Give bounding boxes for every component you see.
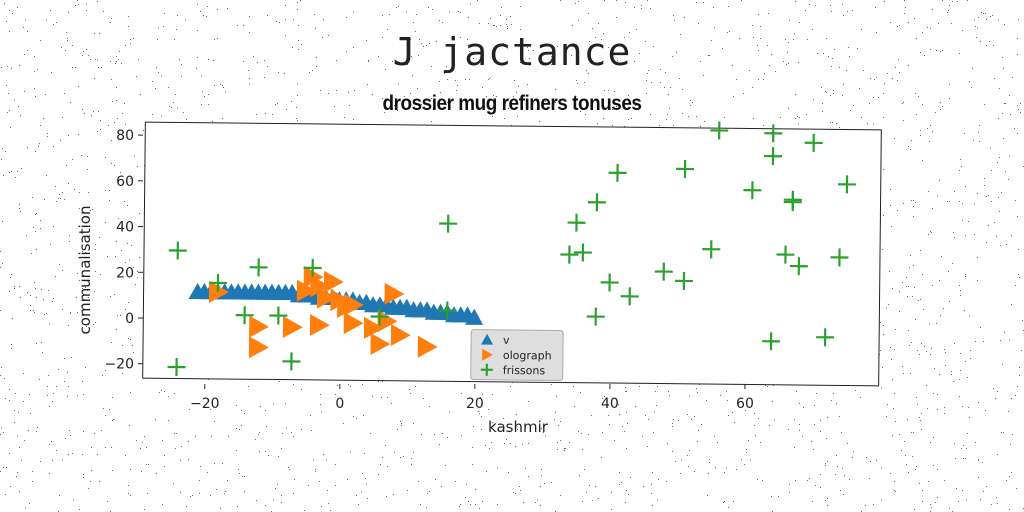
data-point <box>830 248 849 267</box>
data-point <box>710 121 729 140</box>
data-point <box>586 307 605 326</box>
series-olograph <box>208 265 438 359</box>
data-point <box>804 133 823 152</box>
data-point <box>167 358 186 377</box>
data-point <box>323 270 344 293</box>
data-point <box>310 275 331 298</box>
y-tick-label: −20 <box>104 357 134 373</box>
plot-frame <box>142 121 882 387</box>
data-point <box>269 306 288 325</box>
data-point <box>654 262 673 281</box>
y-tick-label: 20 <box>116 265 134 281</box>
data-point <box>789 257 808 276</box>
data-point <box>608 163 627 182</box>
data-point <box>208 280 229 303</box>
data-point <box>248 336 269 359</box>
legend-label: olograph <box>503 349 552 363</box>
data-point <box>573 243 592 262</box>
x-tick-label: 60 <box>736 396 754 412</box>
data-point <box>587 193 606 212</box>
data-point <box>282 352 301 371</box>
legend-label: v <box>503 334 510 347</box>
plot-marks <box>167 121 856 377</box>
data-point <box>390 324 411 347</box>
legend-marker <box>481 333 494 345</box>
data-point <box>837 175 856 194</box>
series-frissons <box>167 121 856 377</box>
data-point <box>762 332 781 351</box>
x-tick-label: 0 <box>335 396 344 412</box>
data-point <box>764 124 783 143</box>
data-point <box>620 287 639 306</box>
data-point <box>249 315 270 338</box>
data-point <box>208 273 227 292</box>
data-point <box>776 245 795 264</box>
data-point <box>676 159 695 178</box>
data-point <box>702 240 721 259</box>
data-point <box>168 241 187 260</box>
data-point <box>384 282 405 305</box>
data-point <box>560 245 579 264</box>
data-point <box>763 147 783 166</box>
data-point <box>438 301 457 320</box>
x-tick-label: 20 <box>466 396 484 412</box>
data-point <box>303 258 322 277</box>
y-tick-label: 80 <box>116 128 134 144</box>
data-point <box>439 214 458 233</box>
data-point <box>296 279 317 302</box>
x-tick-label: −20 <box>190 396 220 412</box>
data-point <box>309 314 330 337</box>
y-tick-label: 60 <box>116 174 134 190</box>
data-point <box>343 293 364 316</box>
data-point <box>743 181 762 200</box>
data-point <box>370 307 389 326</box>
data-point <box>282 316 303 339</box>
data-point <box>343 312 364 335</box>
x-tick-label: 40 <box>601 396 619 412</box>
data-point <box>417 335 438 358</box>
legend-marker <box>482 348 493 361</box>
data-point <box>567 213 586 232</box>
legend-marker <box>480 363 493 376</box>
data-point <box>674 271 693 290</box>
figure-title: J jactance <box>392 30 632 74</box>
data-point <box>816 328 835 347</box>
axes: −20 0 20 40 60 −20 0 20 40 60 80 <box>104 128 753 412</box>
data-point <box>363 316 384 339</box>
data-point <box>249 258 268 277</box>
x-axis-label: kashmir <box>488 418 549 436</box>
data-point <box>600 273 619 292</box>
data-point <box>235 306 254 325</box>
chart-title: drossier mug refiners tonuses <box>382 92 642 115</box>
legend-label: frissons <box>503 364 546 377</box>
legend-box <box>470 329 564 382</box>
data-point <box>316 286 337 309</box>
y-tick-label: 0 <box>125 311 134 327</box>
y-axis-label: communalisation <box>76 206 94 335</box>
y-tick-label: 40 <box>116 220 134 236</box>
data-point <box>370 332 391 355</box>
data-point <box>783 190 802 209</box>
data-point <box>465 308 484 325</box>
